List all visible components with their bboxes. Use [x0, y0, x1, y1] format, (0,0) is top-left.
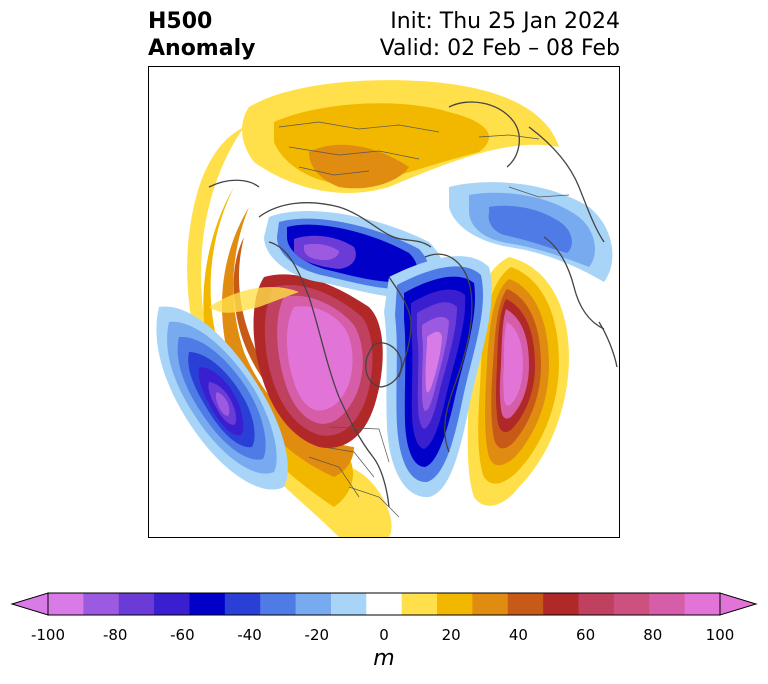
colorbar-tick-label: 20 — [441, 626, 461, 644]
colorbar-extend-high — [719, 592, 758, 616]
colorbar-cell — [189, 593, 226, 615]
negative-anomaly-arctic — [264, 211, 444, 299]
colorbar-tick-label: -60 — [170, 626, 195, 644]
title-variable: H500 — [148, 9, 213, 34]
colorbar-tick-label: -80 — [102, 626, 128, 644]
colorbar-cell — [224, 593, 261, 615]
colorbar-tick-label: -40 — [237, 626, 262, 644]
colorbar — [10, 592, 758, 616]
negative-anomaly-pacific — [156, 306, 288, 490]
colorbar-outline — [47, 592, 721, 616]
init-date: Init: Thu 25 Jan 2024 — [390, 9, 620, 34]
colorbar-cell — [437, 593, 473, 615]
colorbar-cell — [83, 593, 120, 615]
colorbar-tick-label: -100 — [30, 626, 66, 644]
coastlines — [208, 101, 618, 508]
map-subtitle: Init: Thu 25 Jan 2024 Valid: 02 Feb – 08… — [380, 8, 620, 62]
map-canvas — [156, 80, 618, 537]
colorbar-cell — [295, 593, 332, 615]
positive-anomaly-center — [209, 274, 383, 448]
colorbar-cell — [543, 593, 580, 615]
political-borders — [278, 121, 570, 518]
colorbar-cell — [684, 593, 721, 615]
anomaly-map — [148, 66, 620, 538]
negative-anomaly-europe — [449, 182, 613, 282]
colorbar-tick-label: 80 — [643, 626, 663, 644]
colorbar-tick-label: 40 — [508, 626, 528, 644]
colorbar-cell — [48, 593, 84, 615]
colorbar-cell — [507, 593, 544, 615]
colorbar-cell — [118, 593, 155, 615]
colorbar-cell — [613, 593, 650, 615]
colorbar-cell — [366, 593, 403, 615]
negative-anomaly-east — [384, 256, 492, 498]
colorbar-cell — [401, 593, 438, 615]
colorbar-cell — [154, 593, 190, 615]
colorbar-cell — [649, 593, 686, 615]
title-field: Anomaly — [148, 36, 256, 61]
colorbar-cell — [472, 593, 509, 615]
colorbar-tick-label: 60 — [576, 626, 596, 644]
colorbar-tick-label: 100 — [705, 626, 735, 644]
colorbar-tick-label: 0 — [379, 626, 389, 644]
colorbar-extend-low — [10, 592, 49, 616]
colorbar-cell — [578, 593, 615, 615]
colorbar-unit: m — [373, 646, 395, 671]
map-title: H500 Anomaly — [148, 8, 255, 62]
colorbar-cell — [330, 593, 367, 615]
positive-anomaly-atlantic — [467, 257, 569, 506]
colorbar-cell — [260, 593, 297, 615]
colorbar-tick-label: -20 — [304, 626, 330, 644]
valid-range: Valid: 02 Feb – 08 Feb — [379, 36, 620, 61]
positive-anomaly-north — [242, 80, 559, 193]
